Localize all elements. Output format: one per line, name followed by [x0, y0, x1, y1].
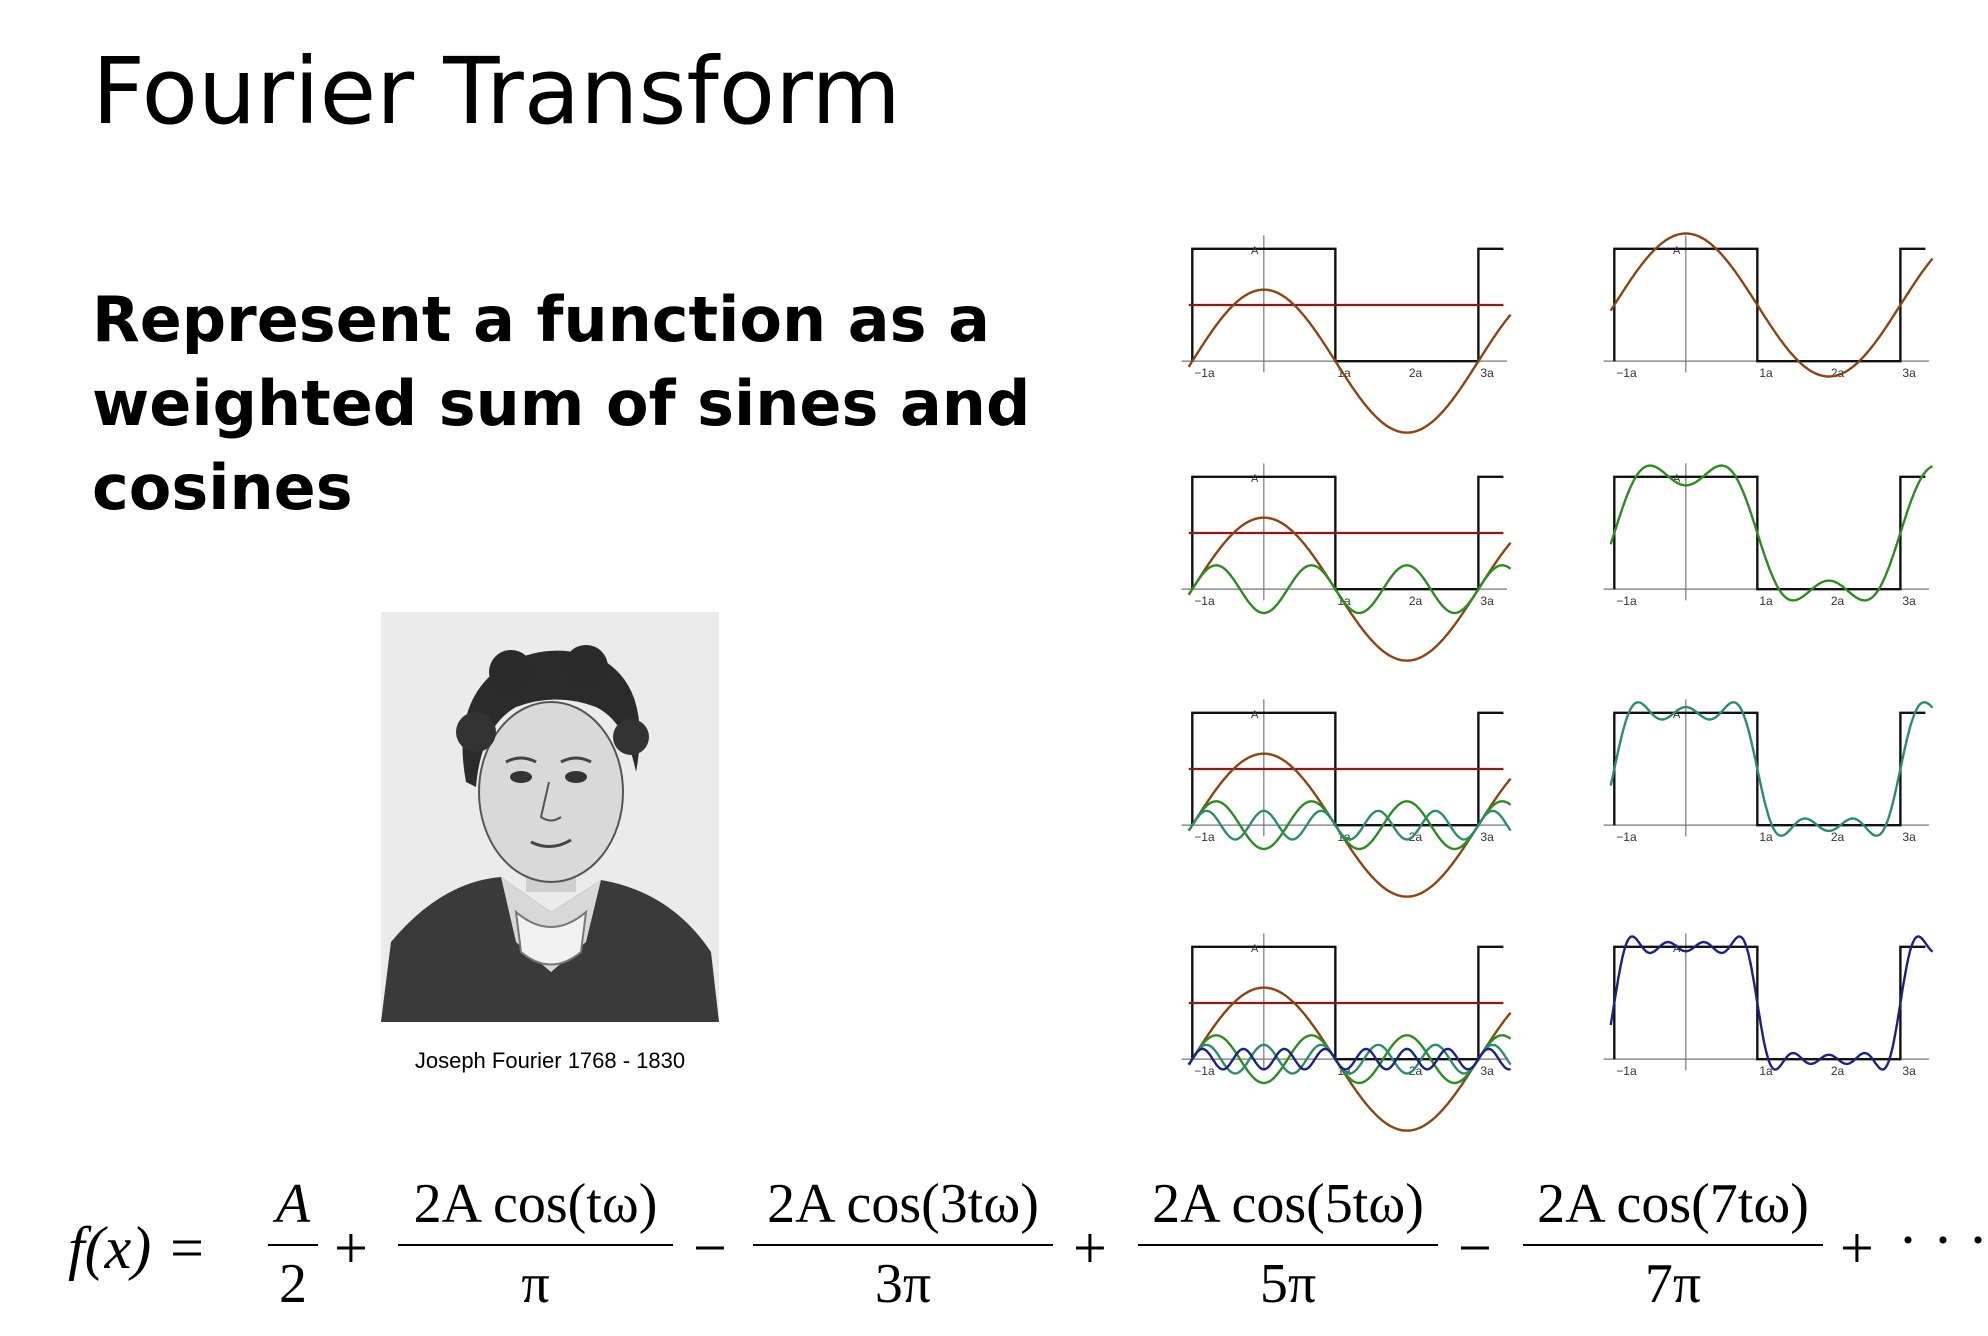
- term-4-denominator: 7π: [1644, 1253, 1702, 1315]
- plot-svg: −1a 1a 2a 3aA: [1181, 463, 1512, 662]
- tick-label: 1a: [1759, 830, 1773, 844]
- amplitude-label: A: [1673, 943, 1681, 955]
- amplitude-label: A: [1251, 943, 1259, 955]
- amplitude-label: A: [1673, 709, 1681, 721]
- tick-label: −1a: [1194, 1064, 1215, 1078]
- fourier-plot-r2-sum3: −1a 1a 2a 3a A: [1170, 448, 1515, 688]
- harmonic-7-curve: [1187, 1047, 1511, 1071]
- bullet-text: Represent a function as a weighted sum o…: [92, 283, 1031, 524]
- fourier-plot-r3-approx5: −1a 1a 2a 3a A: [1592, 684, 1937, 924]
- tick-label: 3a: [1902, 1064, 1916, 1078]
- term-1: 2A cos(tω) π: [398, 1172, 673, 1316]
- tick-label: 3a: [1480, 594, 1494, 608]
- tick-label: −1a: [1194, 366, 1215, 380]
- tick-label: 1a: [1759, 594, 1773, 608]
- term-0: A 2: [268, 1172, 318, 1316]
- partial-sum-curve: [1609, 701, 1934, 837]
- tick-label: 2a: [1409, 594, 1423, 608]
- fourier-plot-r4-sum7: −1a 1a 2a 3a A: [1170, 918, 1515, 1158]
- tick-label: 3a: [1902, 366, 1916, 380]
- square-wave: [1613, 247, 1926, 363]
- op-4: +: [1840, 1215, 1874, 1281]
- tick-label: −1a: [1616, 594, 1637, 608]
- harmonic-5-curve: [1187, 809, 1512, 841]
- partial-sum-curve: [1609, 935, 1934, 1071]
- tick-label: −1a: [1194, 830, 1215, 844]
- tick-label: 2a: [1831, 594, 1845, 608]
- harmonic-3-curve: [1187, 564, 1512, 615]
- term-2: 2A cos(3tω) 3π: [753, 1172, 1053, 1316]
- portrait-engraving: [381, 612, 719, 1022]
- tick-label: 2a: [1409, 1064, 1423, 1078]
- plot-svg: −1a 1a 2a 3aA: [1181, 699, 1512, 898]
- term-1-numerator: 2A cos(tω): [413, 1173, 658, 1235]
- tick-label: 3a: [1902, 830, 1916, 844]
- tick-label: −1a: [1616, 366, 1637, 380]
- fourier-plot-r2-approx3: −1a 1a 2a 3a A: [1592, 448, 1937, 688]
- partial-sum-curve: [1609, 464, 1934, 602]
- harmonic-5-curve: [1187, 1043, 1512, 1075]
- op-2: +: [1073, 1215, 1107, 1281]
- plot-svg: −1a 1a 2a 3a A: [1603, 933, 1934, 1078]
- equation-lhs: f(x) =: [68, 1215, 207, 1281]
- square-wave: [1613, 945, 1926, 1061]
- square-wave: [1613, 475, 1926, 591]
- tick-label: 2a: [1409, 366, 1423, 380]
- harmonic-1-curve: [1187, 288, 1512, 434]
- tick-label: 2a: [1831, 1064, 1845, 1078]
- amplitude-label: A: [1673, 473, 1681, 485]
- term-4: 2A cos(7tω) 7π: [1523, 1172, 1823, 1316]
- tick-label: 2a: [1831, 830, 1845, 844]
- harmonic-1-curve: [1187, 752, 1512, 898]
- term-4-numerator: 2A cos(7tω): [1537, 1173, 1809, 1235]
- fourier-plot-r4-approx7: −1a 1a 2a 3a A: [1592, 918, 1937, 1158]
- harmonic-3-curve: [1187, 800, 1512, 851]
- tick-label: 3a: [1902, 594, 1916, 608]
- plot-svg: −1a 1a 2a 3a A: [1603, 463, 1934, 608]
- slide-title: Fourier Transform: [92, 38, 901, 145]
- tick-label: 3a: [1480, 830, 1494, 844]
- tick-label: 3a: [1480, 1064, 1494, 1078]
- term-2-numerator: 2A cos(3tω): [767, 1173, 1039, 1235]
- fourier-plot-r3-sum5: −1a 1a 2a 3a A: [1170, 684, 1515, 924]
- term-0-denominator: 2: [279, 1253, 307, 1315]
- portrait-image: [381, 612, 719, 1022]
- fourier-plot-r1-approx1: −1a 1a 2a 3a A: [1592, 220, 1937, 460]
- tick-label: −1a: [1616, 1064, 1637, 1078]
- term-0-numerator: A: [275, 1173, 311, 1235]
- plot-svg: −1a 1a 2a 3aA: [1603, 232, 1934, 380]
- fourier-plot-r1-sum1: −1a 1a 2a 3a A: [1170, 220, 1515, 460]
- amplitude-label: A: [1673, 245, 1681, 257]
- tick-label: 1a: [1759, 366, 1773, 380]
- harmonic-3-curve: [1187, 1034, 1512, 1085]
- op-1: −: [693, 1215, 727, 1281]
- harmonic-1-curve: [1187, 986, 1512, 1132]
- tick-label: 1a: [1759, 1064, 1773, 1078]
- portrait-caption: Joseph Fourier 1768 - 1830: [414, 1048, 686, 1073]
- amplitude-label: A: [1251, 245, 1259, 257]
- tick-label: 3a: [1480, 366, 1494, 380]
- plot-svg: −1a 1a 2a 3aA: [1181, 933, 1512, 1132]
- term-2-denominator: 3π: [874, 1253, 932, 1315]
- term-3-numerator: 2A cos(5tω): [1152, 1173, 1424, 1235]
- term-1-denominator: π: [521, 1253, 550, 1315]
- op-0: +: [334, 1215, 368, 1281]
- term-3-denominator: 5π: [1259, 1253, 1317, 1315]
- tick-label: −1a: [1616, 830, 1637, 844]
- tick-label: 2a: [1409, 830, 1423, 844]
- amplitude-label: A: [1251, 473, 1259, 485]
- square-wave: [1613, 711, 1926, 827]
- tick-label: −1a: [1194, 594, 1215, 608]
- amplitude-label: A: [1251, 709, 1259, 721]
- plot-svg: −1a 1a 2a 3a A: [1603, 699, 1934, 844]
- equation-ellipsis: · · ·: [1898, 1207, 1988, 1273]
- fourier-series-equation: f(x) = A 2 + 2A cos(tω) π − 2A cos(3tω) …: [68, 1172, 1988, 1322]
- op-3: −: [1458, 1215, 1492, 1281]
- harmonic-1-curve: [1187, 516, 1512, 662]
- plot-svg: −1a 1a 2a 3aA: [1181, 235, 1512, 434]
- term-3: 2A cos(5tω) 5π: [1138, 1172, 1438, 1316]
- partial-sum-curve: [1609, 232, 1934, 378]
